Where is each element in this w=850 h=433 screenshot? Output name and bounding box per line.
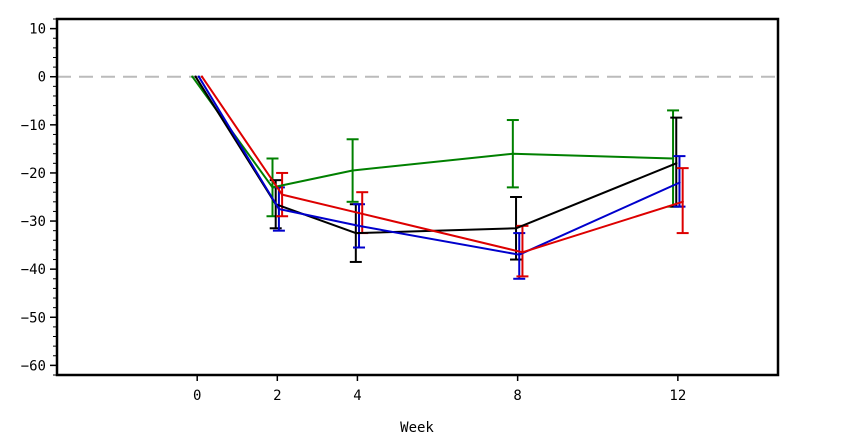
series-line: [191, 76, 674, 189]
error-bars: [266, 109, 689, 280]
x-axis-title: Week: [400, 420, 434, 433]
series-line: [201, 76, 684, 254]
data-point: [361, 212, 364, 216]
series-lines: [191, 75, 684, 256]
data-point: [271, 186, 274, 189]
x-tick-label: 8: [513, 388, 521, 404]
data-point: [357, 224, 361, 228]
data-point: [681, 200, 684, 204]
x-tick-label: 2: [273, 388, 281, 404]
data-point: [200, 75, 204, 78]
y-tick-label: 10: [29, 22, 46, 38]
x-tick-label: 4: [353, 388, 361, 404]
y-tick-label: −50: [21, 310, 46, 326]
y-tick-label: −60: [21, 358, 46, 374]
y-axis: 10 0 −10 −20 −30 −40 −50 −60: [21, 18, 57, 376]
plot-frame: [55, 17, 780, 377]
y-tick-label: −20: [21, 166, 46, 182]
data-point: [354, 231, 358, 235]
data-point: [351, 169, 354, 172]
x-tick-label: 0: [193, 388, 201, 404]
x-axis: 0 2 4 8 12: [193, 375, 686, 404]
data-point: [675, 162, 678, 165]
data-point: [191, 75, 194, 78]
data-point: [518, 253, 521, 256]
data-point: [514, 227, 518, 230]
data-point: [194, 75, 197, 78]
x-tick-label: 12: [669, 388, 686, 404]
data-point: [671, 157, 675, 160]
data-point: [678, 181, 681, 184]
data-point: [280, 193, 284, 196]
series-line: [194, 76, 677, 235]
y-tick-label: −10: [21, 118, 46, 134]
y-tick-label: −30: [21, 214, 46, 230]
data-point: [277, 207, 281, 211]
data-point: [511, 152, 515, 155]
y-tick-label: −40: [21, 262, 46, 278]
y-tick-label: 0: [38, 70, 46, 86]
data-point: [521, 251, 524, 254]
data-point: [197, 75, 200, 78]
